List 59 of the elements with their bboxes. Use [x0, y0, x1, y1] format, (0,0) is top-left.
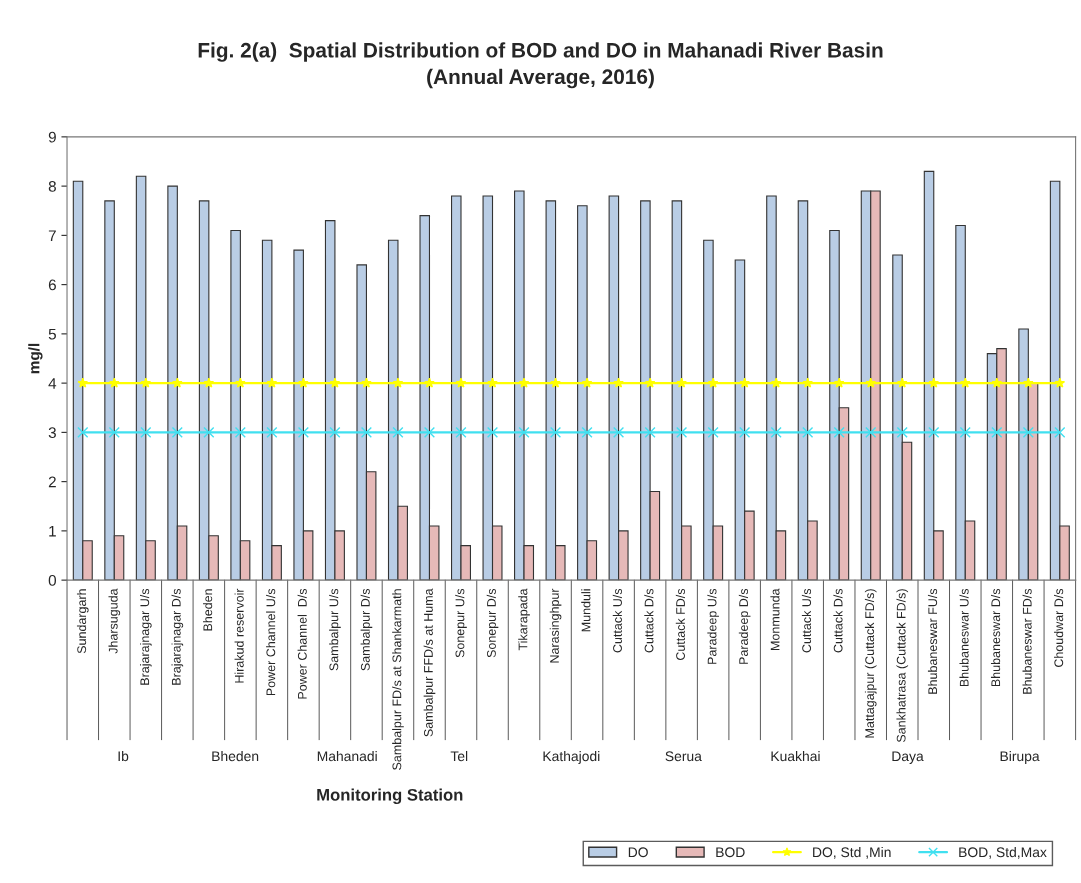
x-axis-title: Monitoring Station: [317, 788, 463, 805]
x-tick-label: Power Channel U/s: [266, 588, 276, 696]
x-tick-label: Sonepur D/s: [486, 588, 499, 658]
y-tick-label: 0: [48, 575, 57, 586]
text: Kuakhai: [771, 750, 820, 762]
x-tick-label: Tikarapada: [518, 588, 530, 651]
text: Mahanadi: [317, 750, 377, 762]
y-tick-label: 1: [49, 525, 56, 537]
text: Kathajodi: [543, 750, 600, 764]
x-tick-label: Sambalpur U/s: [329, 588, 341, 671]
x-tick-label: Bhubaneswar U/s: [959, 588, 969, 687]
x-tick-label: Bhubaneswar FD/s: [1022, 588, 1032, 694]
x-tick-label: Sankhatrasa (Cuttack FD/s): [896, 589, 909, 743]
x-tick-label: Paradeep D/s: [738, 588, 751, 664]
x-tick-label: Bhubaneswar FU/s: [927, 588, 938, 694]
chart-title: Fig. 2(a) Spatial Distribution of BOD and DO in Mahanadi River Basin: [198, 42, 883, 62]
y-tick-label: 6: [48, 279, 56, 291]
text: Birupa: [1000, 750, 1040, 764]
x-tick-label: Choudwar D/s: [1054, 588, 1064, 668]
x-tick-label: Sambalpur D/s: [360, 588, 373, 671]
x-tick-label: Hirakud reservoir: [234, 588, 244, 683]
y-tick-label: 5: [48, 328, 56, 340]
y-tick-label: 9: [48, 131, 56, 143]
x-tick-label: Sambalpur FFD/s at Huma: [423, 588, 436, 737]
y-tick-label: 8: [48, 180, 56, 192]
x-tick-label: Brajarajnagar D/s: [171, 588, 184, 685]
y-tick-label: 2: [48, 476, 56, 488]
x-tick-label: Bhubaneswar D/s: [990, 588, 1001, 687]
legend-label: BOD: [716, 847, 745, 858]
x-tick-label: Brajarajnagar U/s: [139, 588, 152, 685]
y-tick-label: 7: [48, 230, 56, 241]
text: Tel: [450, 750, 468, 762]
x-tick-label: Mattagajpur (Cuttack FD/s): [864, 589, 877, 738]
text: Daya: [892, 751, 924, 764]
x-tick-label: Cuttack FD/s: [675, 588, 685, 661]
x-tick-label: Monmunda: [770, 588, 780, 650]
x-tick-label: Bheden: [203, 589, 213, 631]
text: Serua: [665, 751, 702, 762]
x-tick-label: Power Channel D/s: [297, 588, 307, 699]
y-axis-title: mg/l: [28, 343, 43, 374]
x-tick-label: Munduli: [581, 589, 591, 632]
legend-label: BOD, Std,Max: [959, 846, 1047, 859]
x-tick-label: Narasinghpur: [549, 588, 562, 663]
text: Bheden: [212, 750, 259, 762]
x-tick-label: Sonepur U/s: [455, 588, 467, 658]
chart-subtitle: (Annual Average, 2016): [427, 68, 654, 89]
y-tick-label: 3: [48, 427, 56, 439]
text: Ib: [118, 750, 129, 762]
x-tick-label: Cuttack D/s: [644, 588, 654, 653]
x-tick-label: Paradeep U/s: [707, 588, 719, 664]
x-tick-label: Jharsuguda: [108, 588, 121, 654]
x-tick-label: Sambalpur FD/s at Shankarmath: [392, 589, 404, 770]
x-tick-label: Cuttack U/s: [801, 588, 812, 653]
x-tick-label: Cuttack D/s: [833, 588, 843, 653]
y-tick-label: 4: [48, 378, 57, 389]
x-tick-label: Sundargarh: [76, 589, 89, 654]
legend-label: DO: [628, 847, 648, 858]
legend-label: DO, Std ,Min: [813, 846, 891, 859]
x-tick-label: Cuttack U/s: [612, 588, 622, 653]
